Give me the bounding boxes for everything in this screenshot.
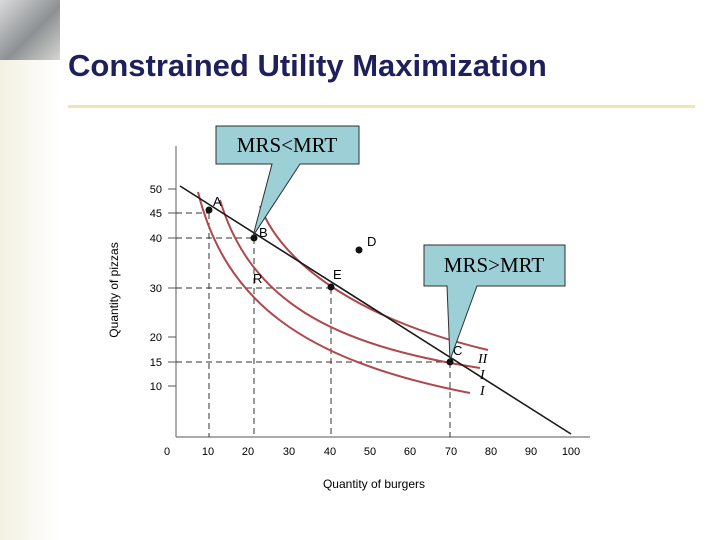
dashed-guides xyxy=(176,212,451,437)
indifference-curve-upper xyxy=(259,205,489,351)
curve-label-i-lower: I xyxy=(479,384,486,399)
point-b-dot xyxy=(250,234,258,242)
y-tick-10: 10 xyxy=(150,381,162,393)
x-tick-40: 40 xyxy=(324,446,336,458)
glass-cube-logo xyxy=(0,0,60,60)
indifference-curve-middle xyxy=(219,199,481,369)
y-axis-label: Quantity of pizzas xyxy=(107,242,121,337)
x-tick-10: 10 xyxy=(202,446,214,458)
x-tick-50: 50 xyxy=(364,446,376,458)
callout-mrs-greater-text: MRS>MRT xyxy=(444,253,545,277)
x-tick-0: 0 xyxy=(164,446,170,458)
x-axis-label: Quantity of burgers xyxy=(323,477,425,491)
point-e-label: E xyxy=(333,267,342,282)
indifference-curve-lower xyxy=(197,191,471,394)
left-decor-strip xyxy=(0,0,60,540)
point-d-label: D xyxy=(367,234,376,249)
callout-mrs-less xyxy=(215,125,360,237)
point-a-label: A xyxy=(213,194,222,209)
point-b-label: B xyxy=(259,225,268,240)
point-r-label: R xyxy=(253,271,262,286)
callout-mrs-less-text: MRS<MRT xyxy=(237,133,338,157)
x-tick-60: 60 xyxy=(404,446,416,458)
y-tick-30: 30 xyxy=(150,283,162,295)
x-tick-80: 80 xyxy=(485,446,497,458)
slide-title: Constrained Utility Maximization xyxy=(68,48,547,83)
y-tick-15: 15 xyxy=(150,357,162,369)
title-underline xyxy=(68,105,695,108)
x-tick-70: 70 xyxy=(445,446,457,458)
point-c-dot xyxy=(446,358,454,366)
point-a-dot xyxy=(205,206,213,214)
point-markers xyxy=(205,206,454,366)
x-tick-100: 100 xyxy=(562,446,580,458)
budget-line xyxy=(179,185,572,435)
point-c-label: C xyxy=(453,343,462,358)
curve-label-i-upper: I xyxy=(479,368,486,383)
indifference-curves xyxy=(197,191,489,394)
x-tick-20: 20 xyxy=(242,446,254,458)
y-tick-50: 50 xyxy=(150,184,162,196)
point-e-dot xyxy=(327,283,335,291)
callout-mrs-greater xyxy=(423,244,566,361)
point-d-dot xyxy=(355,246,363,254)
curve-label-ii: II xyxy=(477,352,489,367)
x-tick-30: 30 xyxy=(283,446,295,458)
x-tick-90: 90 xyxy=(525,446,537,458)
y-tick-40: 40 xyxy=(150,233,162,245)
y-tick-45: 45 xyxy=(150,208,162,220)
y-tick-20: 20 xyxy=(150,332,162,344)
y-tick-marks xyxy=(168,188,176,387)
